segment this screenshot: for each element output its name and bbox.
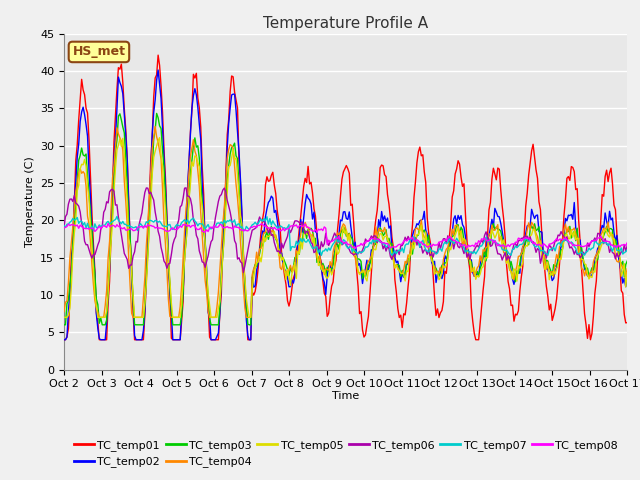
- Legend: TC_temp01, TC_temp02, TC_temp03, TC_temp04, TC_temp05, TC_temp06, TC_temp07, TC_: TC_temp01, TC_temp02, TC_temp03, TC_temp…: [70, 436, 623, 472]
- Title: Temperature Profile A: Temperature Profile A: [263, 16, 428, 31]
- Text: HS_met: HS_met: [72, 46, 125, 59]
- X-axis label: Time: Time: [332, 391, 359, 401]
- Y-axis label: Temperature (C): Temperature (C): [24, 156, 35, 247]
